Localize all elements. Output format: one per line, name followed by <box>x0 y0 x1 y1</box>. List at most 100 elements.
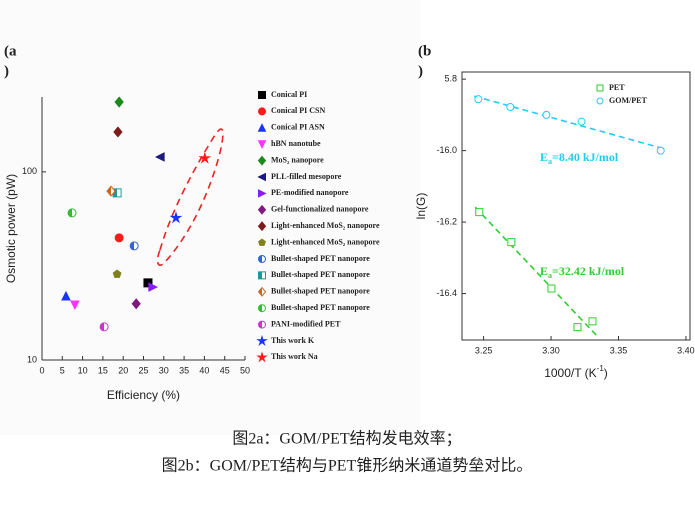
legend-label: This work K <box>271 336 315 345</box>
y-tick-label: -16.2 <box>436 216 457 226</box>
legend-label: PANI-modified PET <box>271 319 341 328</box>
marker <box>99 322 109 332</box>
marker <box>506 103 515 112</box>
legend-marker <box>257 155 267 166</box>
marker <box>542 110 551 119</box>
legend-label: Conical PI ASN <box>271 123 325 132</box>
y-tick-label: -16.0 <box>436 145 457 155</box>
legend-label: MoS₂ nanopore <box>271 155 324 164</box>
x-tick-label: 40 <box>199 365 209 375</box>
fit-line <box>474 95 665 150</box>
marker <box>155 152 165 162</box>
annotation-label: E <box>540 264 548 278</box>
x-tick-label: 45 <box>220 365 230 375</box>
marker <box>474 95 483 104</box>
legend-marker <box>258 189 267 198</box>
legend-label: PLL-filled mesopore <box>271 172 342 181</box>
annotation: Ea=32.42 kJ/mol <box>540 264 625 280</box>
x-tick-label: 15 <box>98 365 108 375</box>
caption-line: 图2a：GOM/PET结构发电效率； <box>232 430 461 448</box>
legend-marker <box>596 97 604 105</box>
annotation: Ea=8.40 kJ/mol <box>540 150 619 166</box>
annotation-label: E <box>540 150 548 164</box>
panel-label: ) <box>4 63 9 79</box>
legend-marker <box>257 123 267 132</box>
annotation-text: =8.40 kJ/mol <box>552 150 619 164</box>
x-tick-label: 0 <box>39 365 44 375</box>
x-axis-label: Efficiency (%) <box>107 388 180 402</box>
legend-marker <box>257 221 267 232</box>
legend-label: Conical PI <box>271 90 307 99</box>
legend-marker <box>257 286 267 297</box>
panel-label: ) <box>418 63 423 79</box>
legend-label: Bullet-shaped PET nanopore <box>271 254 370 263</box>
legend-label: GOM/PET <box>609 96 647 105</box>
marker <box>577 117 586 126</box>
legend-label: hBN nanotube <box>271 139 321 148</box>
legend-marker <box>258 271 266 280</box>
legend-marker <box>257 172 266 182</box>
legend-label: Light-enhanced MoS₂ nanopore <box>271 237 380 246</box>
marker <box>198 151 212 164</box>
plot-frame <box>461 71 691 341</box>
marker <box>70 300 80 311</box>
marker <box>67 208 77 218</box>
marker <box>131 298 141 310</box>
marker <box>114 233 124 243</box>
legend-marker <box>257 304 267 313</box>
y-tick-label: 10 <box>27 354 37 364</box>
legend-label: Conical PI CSN <box>271 106 325 115</box>
x-tick-label: 3.35 <box>610 345 628 355</box>
legend-label: Light-enhanced MoS₂ nanopore <box>271 221 380 230</box>
x-tick-label: 25 <box>138 365 148 375</box>
legend-label: Bullet-shaped PET nanopore <box>271 287 370 296</box>
legend-marker <box>257 140 267 149</box>
y-tick-label: 100 <box>22 166 37 176</box>
label-text: 1000/T (K <box>544 366 596 380</box>
legend-label: Gel-functionalized nanopore <box>271 205 369 214</box>
legend-label: PET <box>609 83 625 92</box>
legend-label: Bullet-shaped PET nanopore <box>271 270 370 279</box>
legend-marker <box>258 238 266 246</box>
panel-label: (a <box>4 43 17 59</box>
y-axis-label: Osmotic power (pW) <box>4 174 18 283</box>
y-tick-label: -16.4 <box>436 288 457 298</box>
marker <box>106 185 116 197</box>
legend-marker <box>256 351 268 363</box>
marker <box>475 208 484 217</box>
x-tick-label: 35 <box>179 365 189 375</box>
x-axis-label: 1000/T (K-1) <box>544 364 608 380</box>
marker <box>61 290 71 301</box>
legend-marker <box>257 107 267 116</box>
marker <box>507 238 516 247</box>
x-tick-label: 20 <box>118 365 128 375</box>
marker <box>169 211 183 224</box>
marker <box>656 146 665 155</box>
marker <box>114 96 124 108</box>
x-tick-label: 5 <box>60 365 65 375</box>
label-text: ) <box>604 366 608 380</box>
marker <box>113 126 123 138</box>
legend-label: Bullet-shaped PET nanopore <box>271 303 370 312</box>
legend-marker <box>257 320 267 329</box>
legend-label: This work Na <box>271 352 318 361</box>
annotation-sub: a <box>548 271 552 280</box>
marker <box>573 323 582 332</box>
annotation-sub: a <box>548 157 552 166</box>
marker <box>547 284 556 293</box>
legend-marker <box>256 334 268 346</box>
label-sup: -1 <box>597 364 605 373</box>
marker <box>588 317 597 326</box>
highlight-ellipse <box>156 128 224 266</box>
panel-a-background <box>0 0 420 435</box>
legend-label: PE-modified nanopore <box>271 188 349 197</box>
x-tick-label: 30 <box>159 365 169 375</box>
x-tick-label: 50 <box>240 365 250 375</box>
panel-label: (b <box>418 43 431 59</box>
annotation-text: =32.42 kJ/mol <box>552 264 625 278</box>
marker <box>112 269 122 278</box>
x-tick-label: 3.25 <box>475 345 493 355</box>
legend-marker <box>596 84 604 92</box>
legend-marker <box>258 91 266 99</box>
